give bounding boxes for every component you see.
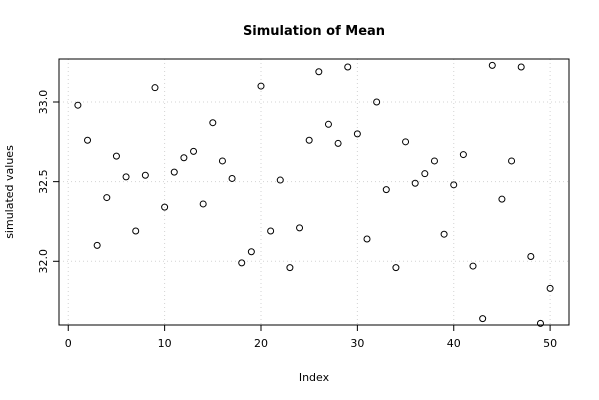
data-point bbox=[421, 170, 429, 178]
data-point bbox=[170, 168, 178, 176]
data-point bbox=[498, 195, 506, 203]
x-tick-label: 30 bbox=[350, 337, 364, 350]
data-point bbox=[276, 176, 284, 184]
data-point bbox=[469, 262, 477, 270]
data-point bbox=[546, 284, 554, 292]
y-tick-label: 32.5 bbox=[37, 169, 50, 194]
y-tick-label: 33.0 bbox=[37, 90, 50, 115]
data-point bbox=[536, 319, 544, 327]
data-point bbox=[122, 173, 130, 181]
y-axis-label: simulated values bbox=[3, 145, 16, 239]
data-point bbox=[161, 203, 169, 211]
data-point bbox=[315, 68, 323, 76]
data-point bbox=[267, 227, 275, 235]
data-point bbox=[93, 241, 101, 249]
grid-lines bbox=[59, 59, 569, 325]
data-point bbox=[334, 139, 342, 147]
data-point bbox=[103, 194, 111, 202]
data-point bbox=[373, 98, 381, 106]
data-point bbox=[440, 230, 448, 238]
data-point bbox=[527, 253, 535, 261]
data-point bbox=[228, 174, 236, 182]
data-point bbox=[402, 138, 410, 146]
axes: 0 10 20 30 40 50 32.0 32.5 33.0 bbox=[37, 90, 557, 350]
data-point bbox=[209, 119, 217, 127]
data-point bbox=[459, 151, 467, 159]
data-point bbox=[517, 63, 525, 71]
data-point bbox=[450, 181, 458, 189]
data-point bbox=[180, 154, 188, 162]
data-point bbox=[411, 179, 419, 187]
data-point bbox=[324, 120, 332, 128]
x-axis-label: Index bbox=[299, 371, 330, 384]
data-point bbox=[392, 264, 400, 272]
data-point bbox=[132, 227, 140, 235]
data-point bbox=[296, 224, 304, 232]
data-points bbox=[74, 61, 554, 327]
data-point bbox=[257, 82, 265, 90]
data-point bbox=[353, 130, 361, 138]
data-point bbox=[218, 157, 226, 165]
x-tick-label: 40 bbox=[447, 337, 461, 350]
data-point bbox=[488, 61, 496, 69]
data-point bbox=[190, 147, 198, 155]
data-point bbox=[74, 101, 82, 109]
data-point bbox=[247, 248, 255, 256]
data-point bbox=[84, 136, 92, 144]
data-point bbox=[305, 136, 313, 144]
x-tick-label: 0 bbox=[65, 337, 72, 350]
plot-frame bbox=[58, 58, 570, 326]
data-point bbox=[286, 264, 294, 272]
data-point bbox=[141, 171, 149, 179]
x-tick-label: 20 bbox=[254, 337, 268, 350]
y-tick-label: 32.0 bbox=[37, 249, 50, 274]
data-point bbox=[430, 157, 438, 165]
data-point bbox=[344, 63, 352, 71]
data-point bbox=[199, 200, 207, 208]
data-point bbox=[508, 157, 516, 165]
chart-title: Simulation of Mean bbox=[243, 24, 385, 39]
data-point bbox=[151, 84, 159, 92]
x-tick-label: 10 bbox=[158, 337, 172, 350]
data-point bbox=[238, 259, 246, 267]
data-point bbox=[112, 152, 120, 160]
data-point bbox=[382, 186, 390, 194]
x-tick-label: 50 bbox=[543, 337, 557, 350]
data-point bbox=[479, 315, 487, 323]
data-point bbox=[363, 235, 371, 243]
